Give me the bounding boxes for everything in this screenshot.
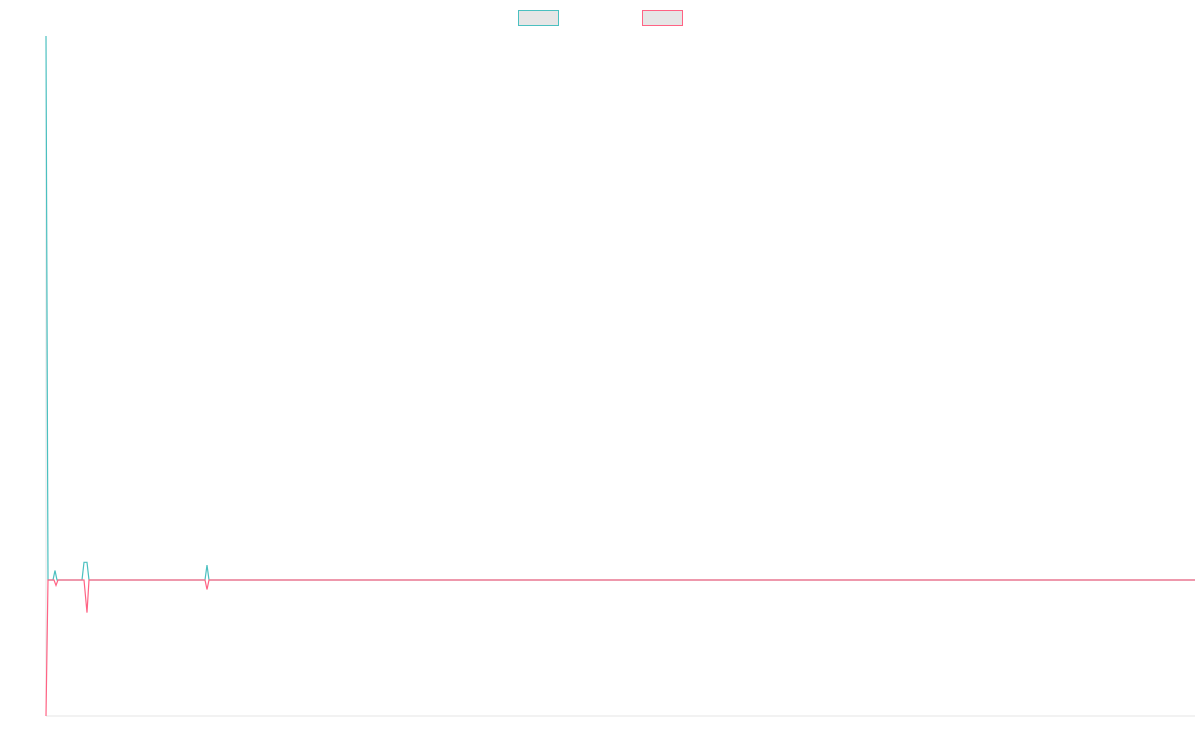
legend-swatch[interactable]	[642, 10, 683, 26]
line-series	[45, 579, 1195, 717]
line-series	[45, 35, 1195, 581]
legend-swatch[interactable]	[518, 10, 559, 26]
